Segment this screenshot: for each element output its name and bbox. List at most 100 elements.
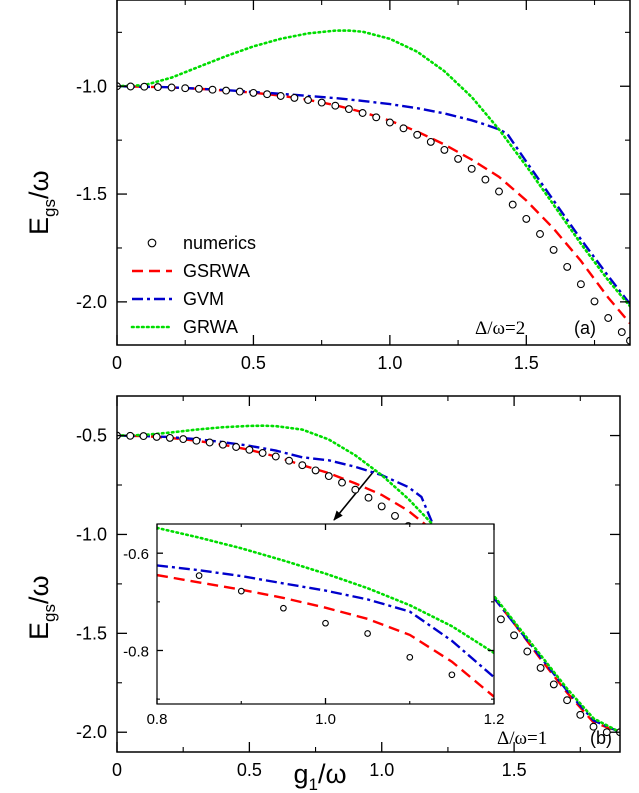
numerics-point <box>481 175 490 184</box>
numerics-point <box>522 214 531 223</box>
numerics-point <box>440 145 449 154</box>
numerics-point <box>576 710 585 719</box>
x-tick-label: 1.2 <box>484 711 505 728</box>
legend-label-gvm: GVM <box>183 289 224 309</box>
numerics-point <box>195 572 203 579</box>
legend-label-grwa: GRWA <box>183 317 238 337</box>
numerics-point <box>426 137 435 146</box>
numerics-point <box>563 262 572 271</box>
annotation-b: Δ/ω=1 <box>497 728 547 749</box>
plot-area-inset <box>157 526 494 698</box>
numerics-point <box>181 84 190 93</box>
grwa-line <box>117 424 620 734</box>
numerics-point <box>126 82 135 91</box>
y-tick-label: -0.5 <box>76 426 107 446</box>
numerics-point <box>218 440 227 449</box>
y-tick-label: -1.0 <box>76 524 107 544</box>
inset-arrow <box>333 470 375 521</box>
y-tick-label: -1.5 <box>76 184 107 204</box>
numerics-point <box>344 105 353 114</box>
numerics-point <box>140 82 149 91</box>
numerics-point <box>510 631 519 640</box>
numerics-point <box>139 432 148 441</box>
x-axis-label-b: g1/ω <box>293 759 346 793</box>
numerics-point <box>364 493 373 502</box>
legend-label-numerics: numerics <box>183 233 256 253</box>
numerics-point <box>165 433 174 442</box>
numerics-point <box>304 96 312 104</box>
annotation-a: Δ/ω=2 <box>475 318 525 339</box>
numerics-point <box>263 90 272 99</box>
numerics-point <box>364 630 371 637</box>
numerics-point <box>454 154 463 163</box>
numerics-point <box>576 280 585 289</box>
numerics-point <box>331 101 340 110</box>
numerics-point <box>351 485 360 494</box>
plot-area-a <box>117 29 630 345</box>
numerics-point <box>237 587 245 595</box>
panel-label-a: (a) <box>574 318 596 338</box>
x-tick-label: 1.0 <box>369 760 394 780</box>
legend-swatch-numerics <box>147 238 157 248</box>
y-axis-label-b: Egs/ω <box>24 575 59 640</box>
numerics-point <box>298 461 307 470</box>
numerics-point <box>249 88 258 97</box>
numerics-point <box>311 466 320 475</box>
numerics-point <box>377 502 386 511</box>
numerics-point <box>358 109 367 117</box>
x-tick-label: 1.5 <box>514 353 539 373</box>
x-tick-label: 0 <box>112 353 122 373</box>
numerics-point <box>153 83 162 92</box>
y-tick-label: -2.0 <box>76 292 107 312</box>
grwa-line <box>157 526 494 655</box>
numerics-point <box>317 98 326 107</box>
numerics-point <box>536 230 544 238</box>
numerics-point <box>549 245 558 254</box>
x-tick-label: 0 <box>112 760 122 780</box>
numerics-point <box>324 472 333 481</box>
numerics-point <box>523 647 532 656</box>
grwa-line <box>117 29 630 308</box>
y-tick-label: -0.8 <box>123 643 149 660</box>
inset-panel: 0.8 1.0 1.2 -0.6 -0.8 <box>123 523 505 728</box>
x-tick-label: 1.0 <box>315 711 336 728</box>
numerics-point <box>338 478 346 487</box>
numerics-point <box>496 615 505 624</box>
numerics-point <box>152 432 161 441</box>
numerics-point <box>208 85 217 94</box>
numerics-point <box>413 130 422 139</box>
numerics-point <box>391 511 399 520</box>
gvm-line <box>117 85 630 305</box>
numerics-point <box>192 436 201 445</box>
gvm-line <box>157 564 494 679</box>
numerics-point <box>495 187 503 196</box>
numerics-point <box>322 619 329 627</box>
numerics-point <box>508 200 517 209</box>
numerics-point <box>235 87 244 96</box>
numerics-point <box>590 297 599 306</box>
numerics-point <box>222 86 231 95</box>
legend: numerics GSRWA GVM GRWA <box>130 233 256 337</box>
numerics-point <box>589 722 598 731</box>
numerics-point <box>271 452 280 461</box>
numerics-point <box>549 680 558 689</box>
x-tick-label: 1.0 <box>377 353 402 373</box>
axes-frame-a <box>116 0 631 346</box>
numerics-point <box>232 443 241 451</box>
numerics-point <box>205 438 214 447</box>
y-axis-label-a: Egs/ω <box>24 170 59 235</box>
numerics-point <box>406 653 414 661</box>
numerics-point <box>604 314 613 322</box>
numerics-point <box>385 118 394 127</box>
numerics-point <box>194 84 203 93</box>
gsrwa-line <box>157 573 494 698</box>
y-tick-label: -1.5 <box>76 623 107 643</box>
numerics-point <box>617 328 626 337</box>
axes-frame-b <box>116 395 621 753</box>
numerics-point <box>467 164 476 173</box>
inset-background <box>157 524 494 704</box>
y-tick-label: -1.0 <box>76 76 107 96</box>
numerics-point <box>448 671 456 679</box>
legend-label-gsrwa: GSRWA <box>183 261 250 281</box>
